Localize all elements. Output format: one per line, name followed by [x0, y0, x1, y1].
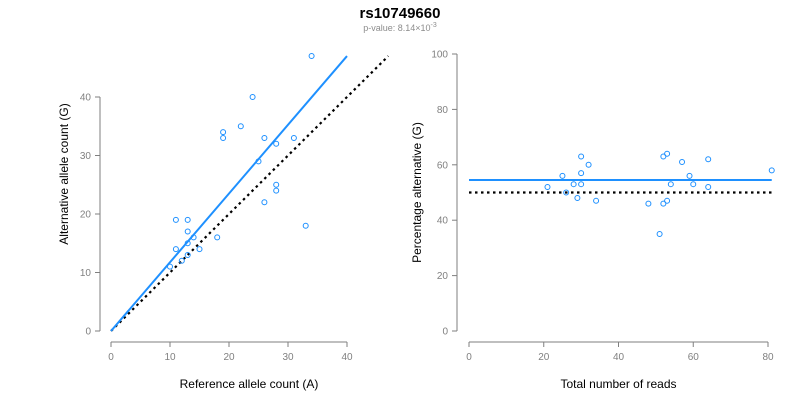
data-point	[273, 187, 280, 194]
fitted-regression-line	[110, 55, 348, 332]
data-point	[664, 150, 671, 157]
x-tick-label: 0	[108, 352, 114, 363]
x-tick-label: 10	[164, 352, 176, 363]
data-point	[664, 197, 671, 204]
data-point	[167, 263, 173, 270]
data-point	[679, 159, 686, 166]
x-tick-label: 40	[341, 352, 353, 363]
p-value-prefix: p-value: 8.14×10	[363, 23, 431, 33]
y-tick-label: 30	[80, 151, 92, 162]
data-point	[705, 183, 712, 190]
data-point	[273, 181, 280, 188]
x-tick-label: 40	[613, 352, 625, 363]
p-value-exponent: -3	[430, 22, 437, 29]
data-point	[667, 181, 674, 188]
data-point	[184, 216, 191, 223]
y-tick-label: 0	[442, 327, 448, 338]
data-point	[273, 140, 280, 147]
x-tick-label: 60	[688, 352, 700, 363]
x-tick-label: 0	[466, 352, 472, 363]
y-tick-label: 40	[437, 216, 449, 227]
y-tick-label: 0	[85, 327, 91, 338]
data-point	[660, 200, 667, 207]
y-tick-label: 20	[80, 210, 92, 221]
data-point	[570, 181, 577, 188]
data-point	[574, 195, 581, 202]
data-point	[705, 156, 712, 163]
p-value-subtitle: p-value: 8.14×10-3	[0, 22, 800, 33]
data-point	[172, 246, 179, 253]
x-axis-title: Reference allele count (A)	[180, 377, 319, 391]
data-point	[656, 231, 663, 238]
y-axis-title: Alternative allele count (G)	[57, 103, 71, 244]
data-point	[196, 246, 203, 253]
y-tick-label: 80	[437, 105, 449, 116]
data-point	[220, 134, 227, 141]
data-point	[578, 181, 585, 188]
data-point	[220, 129, 227, 136]
x-axis-title: Total number of reads	[560, 377, 676, 391]
data-point	[578, 153, 585, 160]
y-tick-label: 60	[437, 160, 449, 171]
data-point	[237, 123, 244, 130]
reference-dotted-line	[110, 55, 390, 332]
data-point	[178, 257, 185, 264]
x-tick-label: 20	[538, 352, 550, 363]
y-axis-title: Percentage alternative (G)	[410, 122, 424, 263]
data-point	[261, 199, 268, 206]
x-tick-label: 30	[282, 352, 294, 363]
data-point	[214, 234, 221, 241]
data-point	[308, 53, 315, 60]
x-tick-label: 80	[762, 352, 774, 363]
data-point	[172, 216, 179, 223]
data-point	[768, 167, 775, 174]
y-tick-label: 100	[431, 50, 448, 61]
data-point	[184, 228, 191, 235]
data-point	[184, 240, 191, 247]
data-point	[261, 134, 268, 141]
data-point	[290, 134, 297, 141]
data-point	[302, 222, 309, 229]
data-point	[593, 197, 600, 204]
chart-title: rs10749660	[359, 5, 441, 22]
data-point	[578, 170, 585, 177]
data-point	[249, 94, 256, 100]
data-point	[563, 189, 570, 196]
data-point	[544, 183, 551, 190]
data-point	[559, 172, 566, 179]
data-point	[645, 200, 652, 207]
data-point	[660, 153, 667, 160]
data-point	[686, 172, 693, 179]
y-tick-label: 40	[80, 93, 92, 104]
y-tick-label: 10	[80, 268, 92, 279]
y-tick-label: 20	[437, 271, 449, 282]
data-point	[190, 234, 197, 241]
data-point	[585, 161, 592, 168]
x-tick-label: 20	[223, 352, 235, 363]
data-point	[255, 158, 262, 165]
data-point	[184, 251, 191, 258]
percentage-alternative-scatter-panel: 0 20 40 60 80 0 20 40 60 80 100 Total number of rea…	[410, 50, 775, 391]
allele-count-scatter-panel: 0 10 20 30 40 0 10 20 30 40 Reference allele count…	[57, 53, 390, 391]
data-point	[690, 181, 697, 188]
